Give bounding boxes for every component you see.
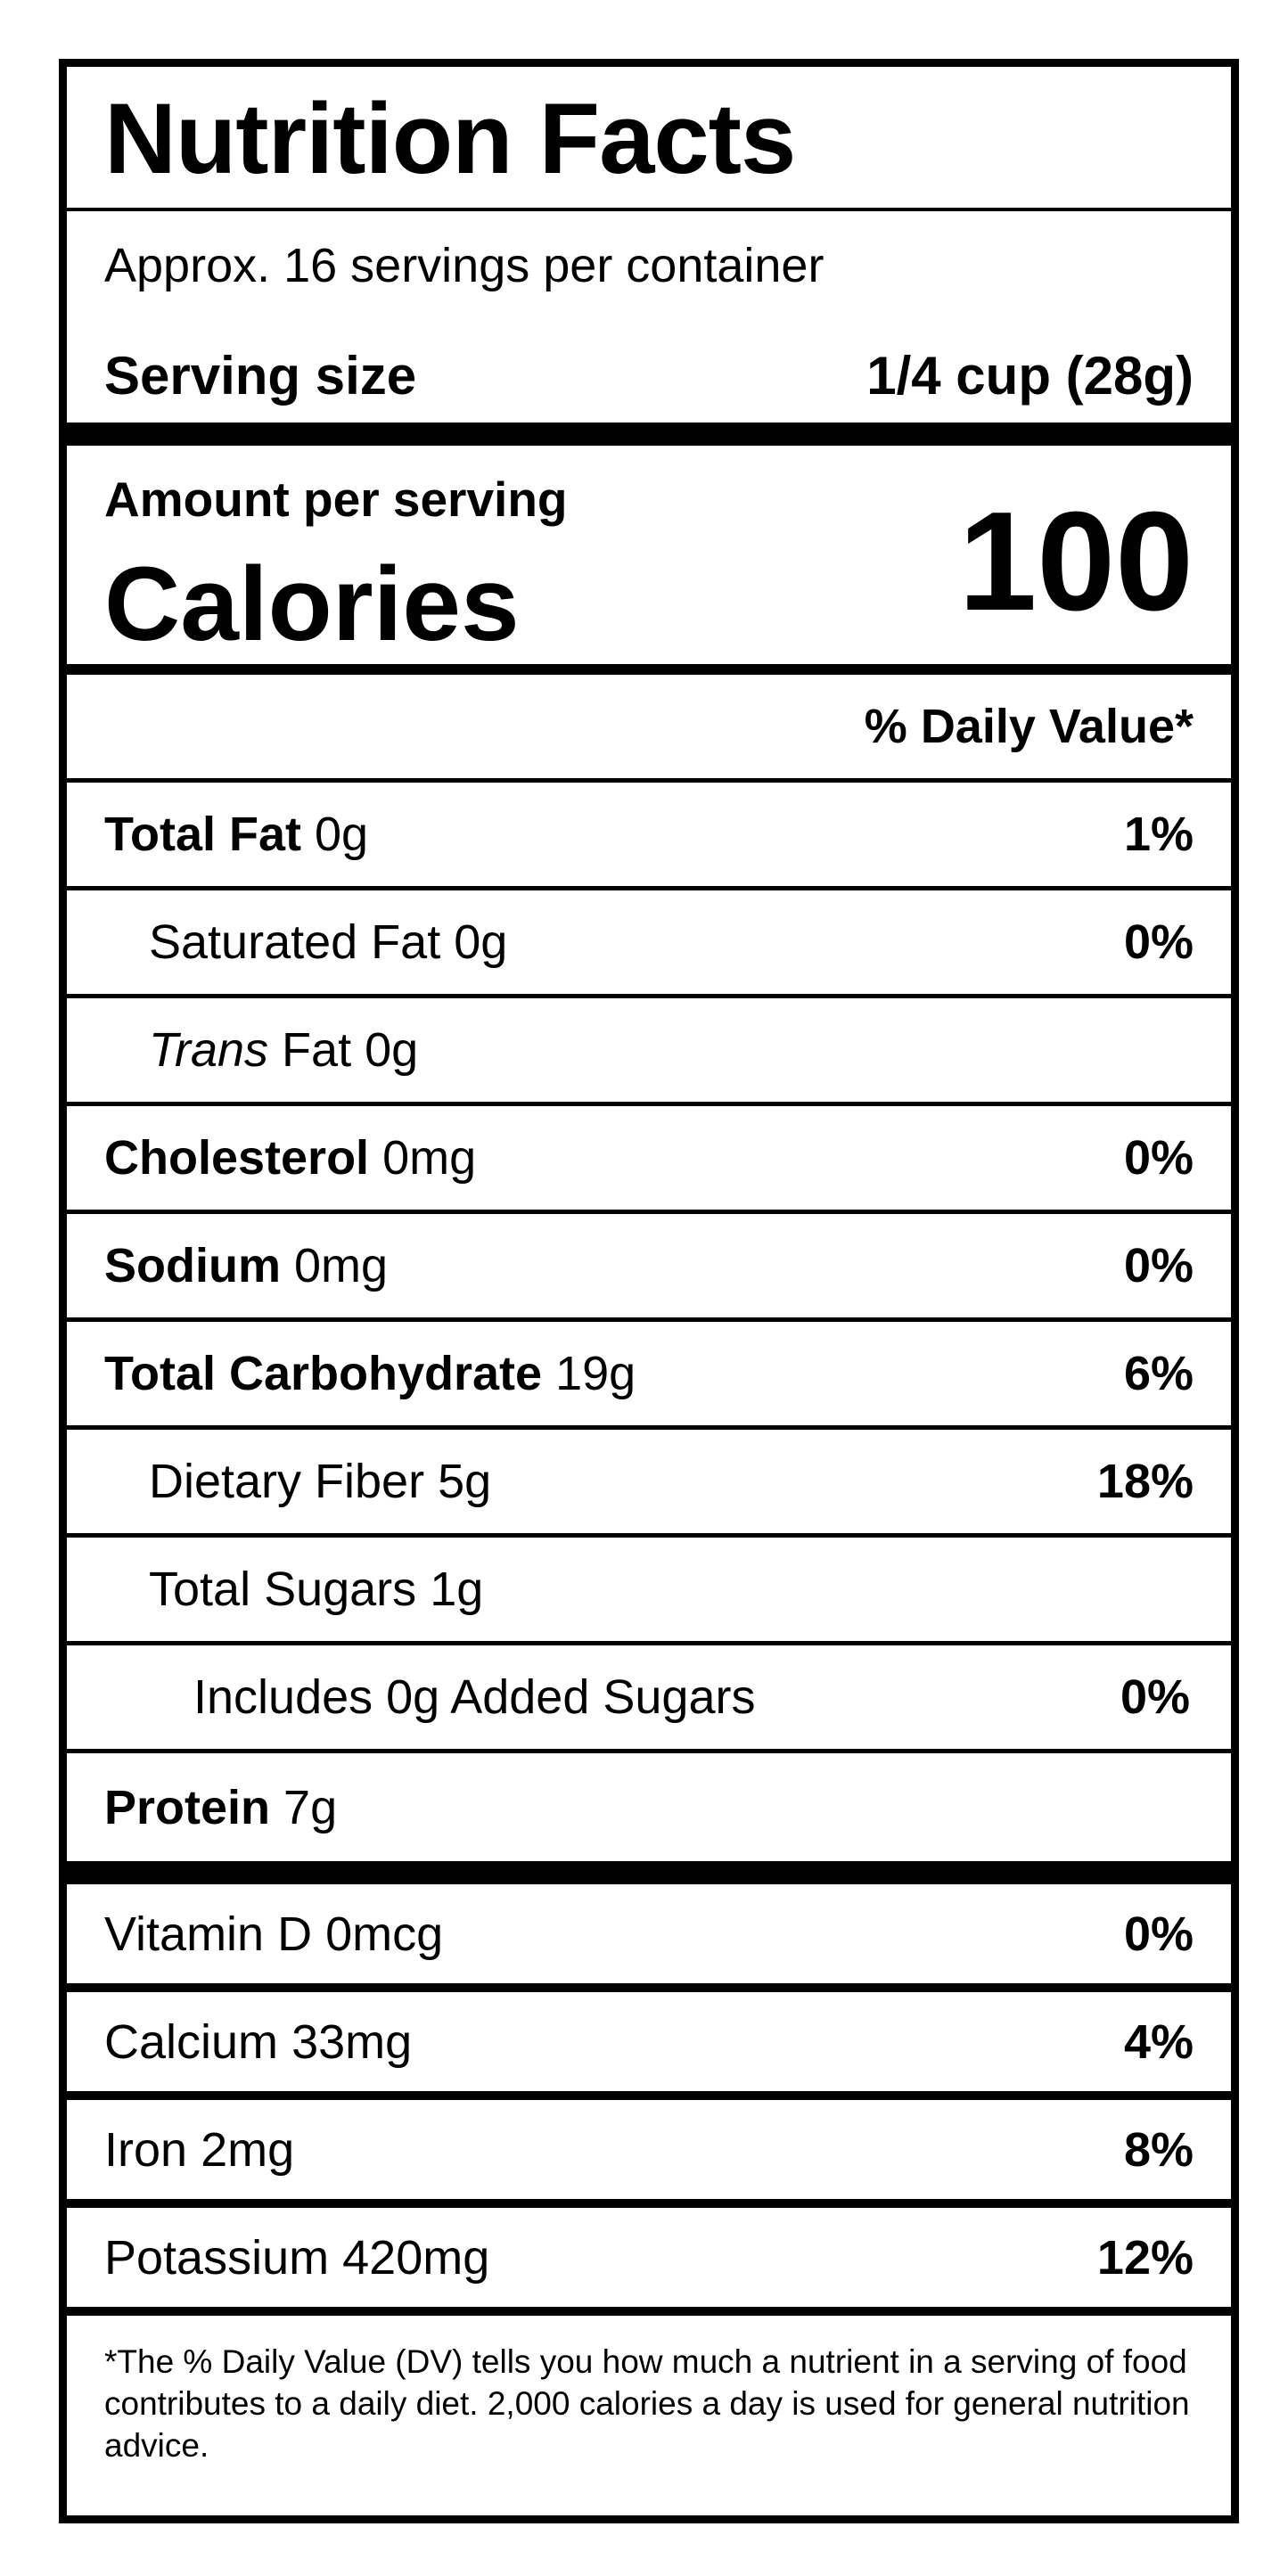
nutrient-row-total-fat: Total Fat 0g 1% <box>67 783 1231 890</box>
vitamin-row-calcium: Calcium 33mg 4% <box>67 1992 1231 2100</box>
nutrient-row-total-carbohydrate: Total Carbohydrate 19g 6% <box>67 1322 1231 1430</box>
medium-divider <box>67 664 1231 675</box>
nutrient-row-dietary-fiber: Dietary Fiber 5g 18% <box>67 1430 1231 1538</box>
nutrient-amount: 5g <box>438 1455 492 1508</box>
calories-section: Amount per serving Calories 100 <box>67 446 1231 664</box>
vitamin-name: Potassium <box>104 2230 330 2285</box>
vitamin-name: Calcium <box>104 2014 279 2069</box>
nutrient-name: Total Sugars <box>149 1563 417 1616</box>
nutrient-name: Total Carbohydrate <box>104 1347 543 1400</box>
nutrition-facts-label: Nutrition Facts Approx. 16 servings per … <box>59 59 1239 2523</box>
serving-size-value: 1/4 cup (28g) <box>866 346 1194 406</box>
nutrient-amount: 19g <box>555 1347 636 1400</box>
vitamin-row-iron: Iron 2mg 8% <box>67 2100 1231 2208</box>
nutrient-dv: 6% <box>1123 1347 1194 1400</box>
nutrient-amount: 0g <box>365 1023 419 1077</box>
vitamin-name: Vitamin D <box>104 1907 313 1961</box>
nutrient-dv: 0% <box>1123 915 1194 969</box>
nutrient-name: Cholesterol <box>104 1131 370 1185</box>
vitamin-row-potassium: Potassium 420mg 12% <box>67 2208 1231 2316</box>
nutrient-dv: 0% <box>1123 1239 1194 1292</box>
label-title: Nutrition Facts <box>67 67 1231 211</box>
daily-value-header-text: % Daily Value* <box>864 700 1194 753</box>
vitamin-amount: 420mg <box>342 2230 490 2285</box>
nutrient-amount: 7g <box>283 1780 338 1834</box>
calories-label: Calories <box>104 546 520 663</box>
nutrient-name: Saturated Fat <box>149 915 441 969</box>
nutrient-amount: 0g <box>315 808 369 861</box>
vitamin-dv: 8% <box>1123 2122 1194 2177</box>
nutrient-row-trans-fat: Trans Fat 0g <box>67 998 1231 1106</box>
thick-divider <box>67 422 1231 446</box>
nutrient-amount: 0mg <box>294 1239 389 1292</box>
footnote: *The % Daily Value (DV) tells you how mu… <box>104 2343 1190 2464</box>
nutrient-amount: 0mg <box>382 1131 477 1185</box>
nutrient-dv: 18% <box>1096 1455 1194 1508</box>
vitamin-dv: 0% <box>1123 1907 1194 1961</box>
serving-size-label: Serving size <box>104 346 417 406</box>
vitamin-row-vitamin-d: Vitamin D 0mcg 0% <box>67 1884 1231 1992</box>
nutrient-name: Includes 0g Added Sugars <box>193 1670 756 1724</box>
nutrient-name: Total Fat <box>104 808 301 861</box>
nutrient-amount: 1g <box>430 1563 484 1616</box>
nutrient-row-cholesterol: Cholesterol 0mg 0% <box>67 1106 1231 1214</box>
vitamin-amount: 2mg <box>201 2122 295 2177</box>
serving-size: Serving size 1/4 cup (28g) <box>104 345 1194 406</box>
servings-per-container: Approx. 16 servings per container <box>104 239 824 292</box>
nutrient-name: Sodium <box>104 1239 281 1292</box>
nutrient-amount: 0g <box>454 915 508 969</box>
nutrient-name-suffix: Fat <box>282 1023 352 1077</box>
nutrient-row-total-sugars: Total Sugars 1g <box>67 1538 1231 1645</box>
nutrient-row-protein: Protein 7g <box>67 1753 1231 1861</box>
vitamin-amount: 0mcg <box>325 1907 444 1961</box>
nutrient-dv: 0% <box>1120 1670 1190 1724</box>
vitamin-amount: 33mg <box>291 2014 413 2069</box>
vitamin-dv: 12% <box>1096 2230 1194 2285</box>
nutrient-row-saturated-fat: Saturated Fat 0g 0% <box>67 890 1231 998</box>
nutrient-name: Protein <box>104 1780 271 1834</box>
vitamin-name: Iron <box>104 2122 188 2177</box>
nutrient-name: Dietary Fiber <box>149 1455 425 1508</box>
daily-value-header: % Daily Value* <box>67 675 1231 783</box>
serving-info: Approx. 16 servings per container Servin… <box>67 211 1231 422</box>
calories-value: 100 <box>958 483 1194 640</box>
nutrient-dv: 1% <box>1123 808 1194 861</box>
nutrient-row-sodium: Sodium 0mg 0% <box>67 1214 1231 1322</box>
amount-per-serving: Amount per serving <box>104 472 568 527</box>
vitamin-dv: 4% <box>1123 2014 1194 2069</box>
nutrient-name: Trans <box>149 1023 269 1077</box>
thick-divider <box>67 1861 1231 1884</box>
nutrient-row-added-sugars: Includes 0g Added Sugars 0% <box>67 1645 1231 1753</box>
nutrient-dv: 0% <box>1123 1131 1194 1185</box>
